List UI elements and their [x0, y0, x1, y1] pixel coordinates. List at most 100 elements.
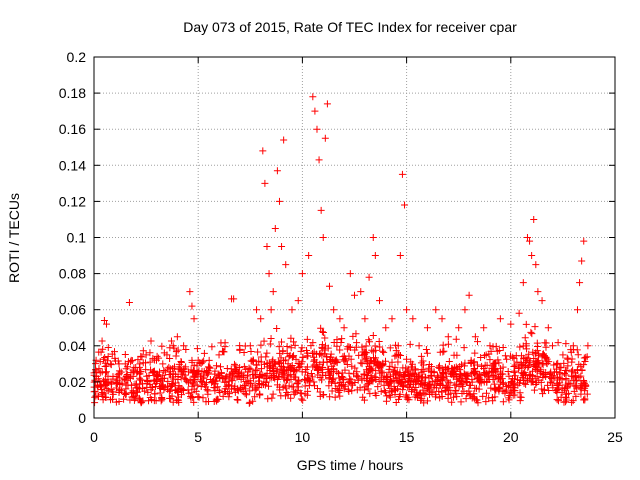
data-point — [111, 354, 119, 362]
data-point — [192, 387, 200, 395]
data-point — [382, 357, 390, 365]
data-point — [267, 306, 275, 314]
data-point — [295, 377, 303, 385]
data-point — [189, 393, 197, 401]
data-point — [490, 365, 498, 373]
data-point — [430, 369, 438, 377]
data-point — [303, 347, 311, 355]
data-point — [477, 354, 485, 362]
data-point — [455, 324, 463, 332]
data-point — [439, 341, 447, 349]
data-point — [517, 359, 525, 367]
data-point — [99, 345, 107, 353]
data-point — [142, 351, 150, 359]
data-point — [340, 352, 348, 360]
data-point — [266, 374, 274, 382]
data-point — [409, 315, 417, 323]
data-point — [490, 380, 498, 388]
data-point — [320, 390, 328, 398]
data-point — [340, 356, 348, 364]
data-point — [390, 382, 398, 390]
data-point — [180, 342, 188, 350]
data-point — [503, 355, 511, 363]
data-point — [415, 390, 423, 398]
data-point — [477, 379, 485, 387]
data-point — [107, 360, 115, 368]
data-point — [223, 372, 231, 380]
data-point — [409, 369, 417, 377]
data-point — [188, 356, 196, 364]
data-point — [145, 397, 153, 405]
data-point — [396, 369, 404, 377]
data-point — [258, 381, 266, 389]
data-point — [399, 382, 407, 390]
data-point — [548, 342, 556, 350]
data-point — [386, 384, 394, 392]
data-point — [278, 243, 286, 251]
data-point — [345, 343, 353, 351]
data-point — [435, 363, 443, 371]
data-point — [522, 380, 530, 388]
data-point — [253, 306, 261, 314]
data-point — [239, 387, 247, 395]
data-point — [339, 373, 347, 381]
data-point — [230, 360, 238, 368]
data-point — [325, 368, 333, 376]
data-point — [151, 390, 159, 398]
data-point — [442, 383, 450, 391]
data-point — [562, 393, 570, 401]
data-point — [130, 393, 138, 401]
data-point — [168, 380, 176, 388]
data-point — [502, 386, 510, 394]
data-point — [360, 396, 368, 404]
data-point — [330, 338, 338, 346]
data-point — [330, 366, 338, 374]
data-point — [163, 351, 171, 359]
data-point — [423, 397, 431, 405]
data-point — [442, 372, 450, 380]
data-point — [107, 396, 115, 404]
data-point — [527, 378, 535, 386]
data-point — [189, 380, 197, 388]
data-point — [358, 343, 366, 351]
data-point — [174, 346, 182, 354]
data-point — [452, 363, 460, 371]
data-point — [357, 288, 365, 296]
data-point — [515, 364, 523, 372]
data-point — [452, 387, 460, 395]
data-point — [513, 358, 521, 366]
data-point — [366, 390, 374, 398]
data-point — [335, 388, 343, 396]
data-point — [541, 354, 549, 362]
data-point — [139, 385, 147, 393]
data-point — [301, 382, 309, 390]
data-point — [532, 362, 540, 370]
data-point — [361, 315, 369, 323]
x-tick-label: 20 — [503, 429, 519, 445]
data-point — [499, 379, 507, 387]
y-tick-label: 0.06 — [59, 302, 86, 318]
data-point — [569, 342, 577, 350]
data-point — [469, 368, 477, 376]
data-point — [580, 237, 588, 245]
data-point — [251, 393, 259, 401]
data-point — [200, 367, 208, 375]
data-point — [256, 391, 264, 399]
data-point — [516, 389, 524, 397]
data-point — [347, 355, 355, 363]
data-point — [497, 370, 505, 378]
data-point — [504, 394, 512, 402]
data-point — [441, 384, 449, 392]
data-point — [347, 344, 355, 352]
data-point — [402, 393, 410, 401]
data-point — [147, 337, 155, 345]
data-point — [545, 358, 553, 366]
data-point — [103, 320, 111, 328]
data-point — [360, 386, 368, 394]
data-point — [257, 341, 265, 349]
data-point — [121, 376, 129, 384]
data-point — [203, 379, 211, 387]
data-point — [471, 349, 479, 357]
data-point — [504, 368, 512, 376]
x-axis-label: GPS time / hours — [297, 457, 404, 473]
